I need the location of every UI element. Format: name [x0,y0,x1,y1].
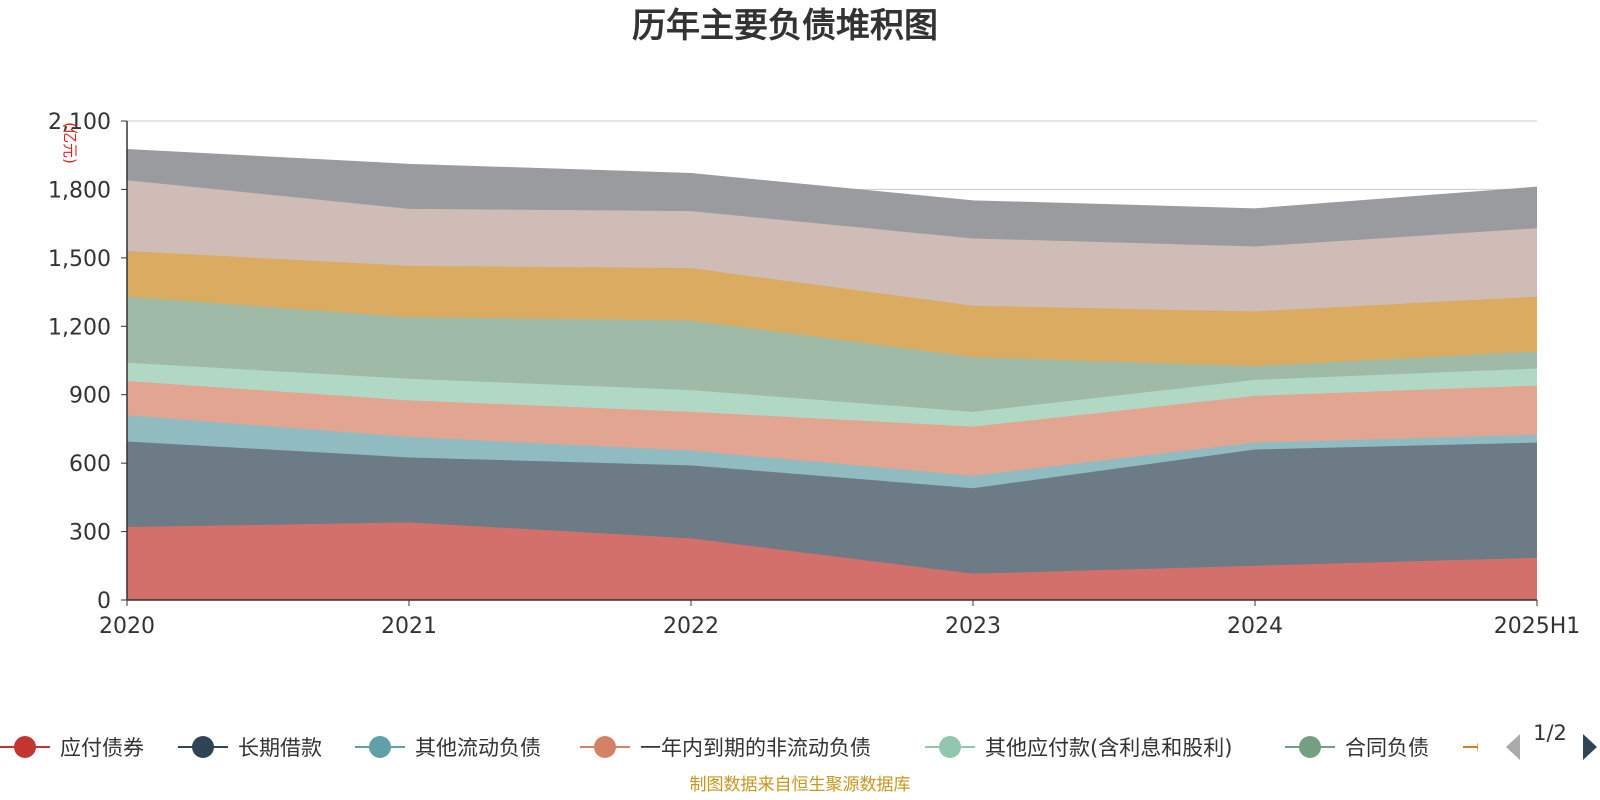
x-tick-label: 2021 [381,614,437,639]
legend-item[interactable]: 一年内到期的非流动负债 [580,736,871,760]
series-area [127,362,1537,427]
y-tick-label: 300 [69,521,111,546]
legend-pager: 1/2 [1506,721,1597,760]
legend-page-indicator: 1/2 [1533,721,1567,745]
series-area [127,522,1537,600]
y-axis-unit: (亿元) [61,122,79,164]
legend-prev-arrow-icon[interactable] [1506,734,1520,760]
series-line [126,149,1538,210]
legend-marker-icon [1299,736,1321,758]
x-tick-label: 2023 [945,614,1001,639]
legend-label: 其他流动负债 [415,736,541,760]
legend-item[interactable] [1463,736,1513,758]
chart-title: 历年主要负债堆积图 [632,6,938,46]
axes: 0 300 600 900 1,200 1,500 1,800 2,100 2020 2021 20… [48,110,1580,639]
legend-item[interactable]: 其他应付款(含利息和股利) [925,736,1232,760]
legend-marker-icon [1477,742,1478,752]
x-tick-label: 2025H1 [1494,614,1581,639]
legend-label: 其他应付款(含利息和股利) [985,736,1232,760]
y-tick-label: 2,100 [48,110,111,135]
series-area [127,149,1537,247]
y-tick-label: 0 [97,589,111,614]
legend-item[interactable]: 应付债券 [0,736,144,760]
series-area [127,180,1537,312]
y-tick-label: 1,800 [48,178,111,203]
legend-item[interactable]: 长期借款 [178,736,322,760]
x-tick-label: 2022 [663,614,719,639]
legend-marker-icon [192,736,214,758]
legend-marker-icon [369,736,391,758]
series-area [127,296,1537,412]
legend-item[interactable]: 其他流动负债 [355,736,541,760]
legend-label: 应付债券 [60,736,144,760]
data-source-note: 制图数据来自恒生聚源数据库 [690,775,911,795]
y-tick-label: 1,200 [48,315,111,340]
y-tick-label: 1,500 [48,247,111,272]
legend-label: 长期借款 [238,736,322,760]
stacked-areas [126,149,1538,600]
y-tick-label: 900 [69,384,111,409]
x-tick-label: 2024 [1227,614,1283,639]
x-tick-label: 2020 [99,614,155,639]
legend-marker-icon [594,736,616,758]
series-area [127,251,1537,367]
y-tick-label: 600 [69,452,111,477]
series-area [127,415,1537,489]
legend-marker-icon [14,736,36,758]
legend-label: 一年内到期的非流动负债 [640,736,871,760]
series-area [127,441,1537,574]
legend-next-arrow-icon[interactable] [1583,734,1597,760]
legend-label: 合同负债 [1345,736,1429,760]
legend: 应付债券 长期借款 其他流动负债 一年内到期的非流动负债 其他应付款(含利息和股利) 合同… [0,736,1513,760]
legend-marker-icon [939,736,961,758]
series-area [127,381,1537,476]
legend-item[interactable]: 合同负债 [1285,736,1429,760]
